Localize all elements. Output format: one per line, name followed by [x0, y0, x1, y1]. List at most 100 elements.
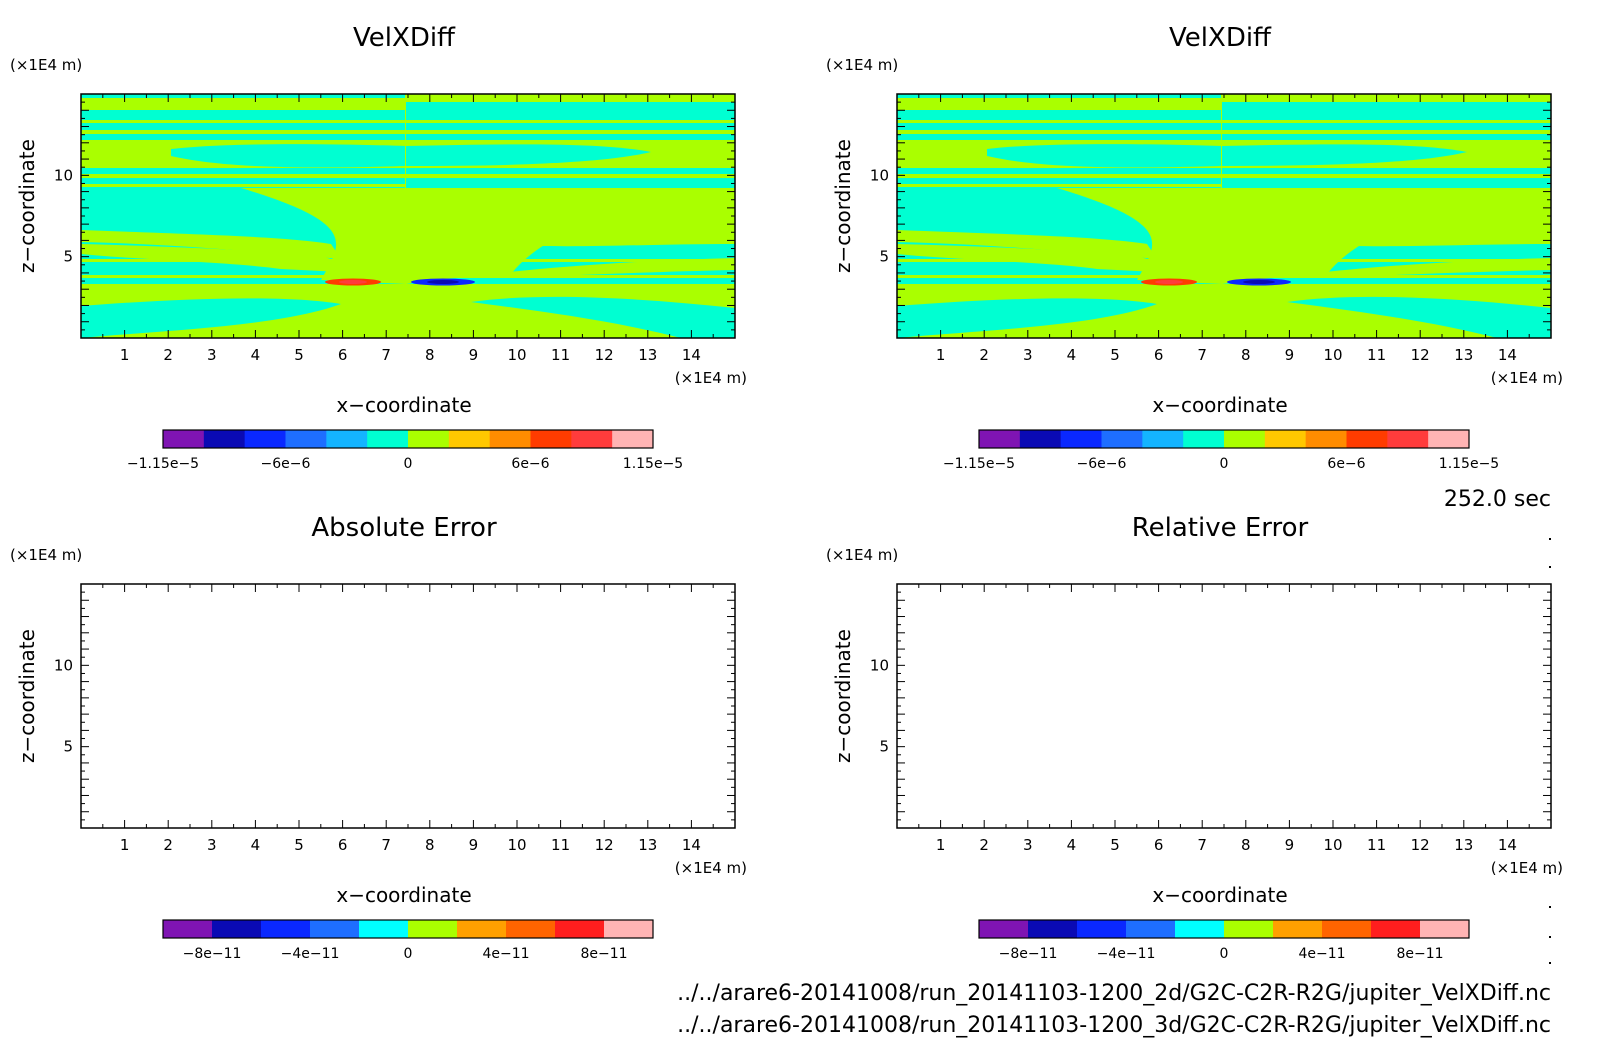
colorbar-tick-label: 8e−11: [1396, 946, 1443, 962]
x-tick-label: 13: [638, 836, 657, 854]
y-axis-label: z−coordinate: [831, 139, 855, 273]
x-axis-label: x−coordinate: [1152, 393, 1287, 417]
x-tick-label: 9: [1285, 346, 1295, 364]
colorbar-swatch: [1101, 430, 1143, 448]
colorbar-frame: [978, 429, 1470, 449]
y-tick-label: 10: [54, 656, 73, 674]
x-tick-label: 14: [682, 346, 701, 364]
colorbar-tick-label: 0: [404, 946, 413, 962]
x-tick-label: 6: [1154, 836, 1164, 854]
chart-panel-4: Relative Error(×1E4 m)1 2 3 4 5 6 7 8 9 10 11 12 13 1…: [826, 513, 1563, 962]
x-tick-label: 13: [1454, 346, 1473, 364]
colorbar-tick-label: −6e−6: [261, 456, 311, 472]
colorbar-swatch: [571, 430, 613, 448]
y-axis-unit: (×1E4 m): [10, 56, 82, 74]
y-tick-label: 5: [879, 248, 889, 266]
x-tick-label: 3: [1023, 836, 1033, 854]
colorbar-swatch: [408, 920, 458, 938]
x-tick-label: 7: [381, 836, 391, 854]
colorbar-swatch: [1060, 430, 1102, 448]
x-tick-label: 5: [1110, 346, 1120, 364]
x-axis-unit: (×1E4 m): [675, 369, 747, 387]
x-axis-label: x−coordinate: [1152, 883, 1287, 907]
colorbar-swatch: [163, 430, 205, 448]
edge-marker-dots: [1549, 538, 1551, 964]
colorbar-tick-label: −6e−6: [1077, 456, 1127, 472]
y-tick-label: 5: [63, 248, 73, 266]
x-tick-label: 6: [338, 346, 348, 364]
y-axis-label: z−coordinate: [15, 629, 39, 763]
x-tick-label: 3: [1023, 346, 1033, 364]
colorbar-swatch: [489, 430, 531, 448]
colorbar-swatch: [1387, 430, 1429, 448]
colorbar-swatch: [1126, 920, 1176, 938]
y-tick-label: 10: [54, 166, 73, 184]
x-tick-label: 8: [425, 346, 435, 364]
y-tick-label: 10: [870, 656, 889, 674]
colorbar-swatch: [979, 920, 1029, 938]
chart-title: VelXDiff: [353, 23, 456, 53]
x-tick-label: 12: [595, 346, 614, 364]
x-tick-label: 10: [507, 346, 526, 364]
colorbar-tick-label: 6e−6: [1327, 456, 1365, 472]
x-tick-label: 10: [507, 836, 526, 854]
x-axis-unit: (×1E4 m): [1491, 859, 1563, 877]
x-tick-label: 10: [1323, 836, 1342, 854]
colorbar-swatch: [457, 920, 507, 938]
colorbar-swatch: [1420, 920, 1470, 938]
x-tick-label: 1: [936, 836, 946, 854]
x-axis-unit: (×1E4 m): [675, 859, 747, 877]
chart-title: VelXDiff: [1169, 23, 1272, 53]
colorbar-swatch: [1428, 430, 1470, 448]
colorbar-swatch: [1077, 920, 1127, 938]
x-tick-label: 8: [425, 836, 435, 854]
colorbar-swatch: [367, 430, 409, 448]
colorbar-swatch: [1019, 430, 1062, 448]
colorbar-swatch: [310, 920, 360, 938]
x-tick-label: 2: [979, 346, 989, 364]
x-tick-label: 5: [294, 346, 304, 364]
colorbar-tick-label: 1.15e−5: [1439, 456, 1499, 472]
x-tick-label: 6: [1154, 346, 1164, 364]
colorbar-swatch: [359, 920, 409, 938]
colorbar-tick-label: −4e−11: [1097, 946, 1156, 962]
x-tick-label: 14: [682, 836, 701, 854]
y-axis-unit: (×1E4 m): [826, 56, 898, 74]
colorbar-swatch: [612, 430, 654, 448]
colorbar-swatch: [244, 430, 286, 448]
x-tick-label: 14: [1498, 346, 1517, 364]
y-tick-label: 5: [63, 738, 73, 756]
colorbar-swatch: [1264, 430, 1307, 448]
colorbar-swatch: [448, 430, 491, 448]
chart-panel-1: VelXDiff(×1E4 m)1 2 3 4 5 6 7 8 9 10 11 12 13 14510(×…: [10, 23, 747, 472]
colorbar-swatch: [261, 920, 311, 938]
file-path-2d: ../../arare6-20141008/run_20141103-1200_…: [677, 981, 1551, 1006]
colorbar-swatch: [1371, 920, 1421, 938]
plot-frame: [896, 583, 1552, 829]
y-axis-label: z−coordinate: [15, 139, 39, 273]
x-tick-label: 6: [338, 836, 348, 854]
colorbar-swatch: [212, 920, 262, 938]
colorbar-swatch: [604, 920, 654, 938]
x-tick-label: 8: [1241, 836, 1251, 854]
y-axis-unit: (×1E4 m): [826, 546, 898, 564]
x-tick-label: 11: [551, 346, 570, 364]
x-tick-label: 9: [1285, 836, 1295, 854]
colorbar-swatch: [285, 430, 327, 448]
x-tick-label: 5: [294, 836, 304, 854]
colorbar-tick-label: 4e−11: [482, 946, 529, 962]
colorbar-tick-label: −1.15e−5: [127, 456, 199, 472]
x-tick-label: 2: [163, 836, 173, 854]
contour-field: [897, 94, 1551, 338]
x-tick-label: 3: [207, 836, 217, 854]
colorbar-swatch: [326, 430, 368, 448]
x-axis-unit: (×1E4 m): [1491, 369, 1563, 387]
colorbar-swatch: [1224, 430, 1266, 448]
chart-title: Absolute Error: [311, 513, 497, 543]
y-tick-label: 10: [870, 166, 889, 184]
contour-field: [81, 94, 735, 338]
colorbar-swatch: [1322, 920, 1372, 938]
colorbar-swatch: [1273, 920, 1323, 938]
x-tick-label: 13: [638, 346, 657, 364]
x-tick-label: 9: [469, 346, 479, 364]
